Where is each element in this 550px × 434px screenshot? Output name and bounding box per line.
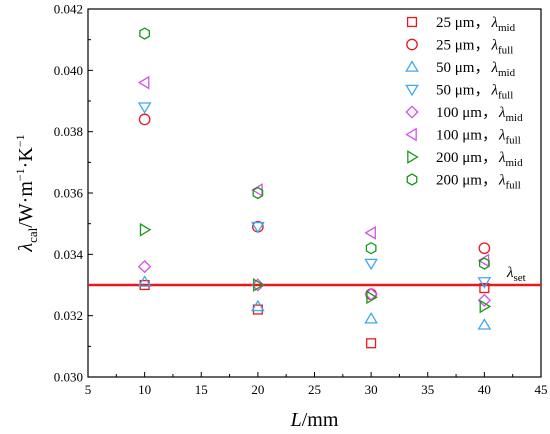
data-point-circle-full — [138, 113, 151, 126]
data-point-triangle-down-full — [251, 221, 265, 234]
legend-label: 200 μm， λmid — [436, 150, 523, 169]
y-tick-label: 0.036 — [54, 186, 84, 201]
x-tick-label: 40 — [478, 382, 491, 397]
data-point-triangle-left-full — [364, 226, 376, 240]
data-point-diamond-mid — [137, 259, 152, 274]
data-point-square-mid — [479, 282, 490, 294]
data-point-triangle-down-full — [364, 258, 378, 271]
data-point-triangle-down-full — [137, 102, 152, 114]
data-point-triangle-right-mid — [253, 278, 265, 292]
data-point-triangle-right-mid — [479, 299, 492, 314]
y-axis-title: λcal/W·m−1·K−1 — [13, 134, 40, 252]
x-tick-label: 15 — [195, 382, 208, 397]
x-tick-label: 30 — [365, 382, 378, 397]
y-axis: 0.030 0.032 0.034 0.036 0.038 0.040 0.042 — [54, 2, 93, 385]
data-point-hexagon-full — [365, 241, 377, 255]
legend-label: 100 μm， λfull — [436, 128, 521, 147]
data-point-diamond-mid — [477, 293, 492, 307]
data-point-triangle-up-mid — [137, 275, 152, 287]
legend: 25 μm， λmid 25 μm， λfull 50 μm， λmid 50 μm， λfu… — [405, 15, 523, 192]
legend-marker-square — [406, 16, 418, 28]
x-tick-label: 20 — [251, 382, 264, 397]
y-tick-label: 0.034 — [54, 247, 84, 262]
legend-marker-diamond — [405, 105, 419, 119]
y-tick-label: 0.040 — [54, 63, 83, 78]
x-axis-title: L/mm — [290, 409, 339, 431]
x-axis: 5 10 15 20 25 30 35 40 45 — [85, 372, 548, 397]
x-tick-label: 25 — [308, 382, 321, 397]
legend-marker-triangle-left — [405, 127, 417, 142]
legend-label: 25 μm， λmid — [436, 15, 516, 34]
legend-label: 50 μm， λmid — [436, 60, 516, 79]
data-point-triangle-right-mid — [366, 290, 378, 305]
data-point-hexagon-full — [252, 186, 264, 200]
legend-marker-triangle-up — [405, 60, 419, 72]
x-tick-label: 35 — [421, 382, 434, 397]
legend-marker-triangle-right — [407, 150, 419, 164]
x-tick-label: 45 — [535, 382, 548, 397]
data-point-hexagon-full — [478, 257, 490, 270]
data-point-hexagon-full — [139, 27, 151, 40]
legend-marker-circle — [406, 38, 418, 51]
data-points — [137, 27, 492, 349]
y-tick-label: 0.032 — [54, 308, 83, 323]
legend-marker-triangle-down — [405, 84, 419, 97]
reference-line: λset — [88, 265, 541, 287]
reference-line-label: λset — [506, 265, 526, 284]
data-point-triangle-up-mid — [477, 318, 492, 330]
data-point-triangle-right-mid — [139, 222, 152, 237]
data-point-square-mid — [366, 338, 377, 349]
data-point-triangle-down-full — [477, 277, 492, 289]
data-point-circle-full — [478, 242, 491, 255]
legend-marker-hexagon — [406, 173, 418, 186]
data-point-triangle-up-mid — [364, 312, 378, 324]
x-tick-label: 5 — [85, 382, 92, 397]
legend-label: 100 μm， λmid — [436, 105, 523, 124]
y-tick-label: 0.030 — [54, 370, 83, 385]
x-tick-label: 10 — [138, 382, 151, 397]
y-tick-label: 0.042 — [54, 2, 83, 17]
legend-label: 25 μm， λfull — [436, 38, 513, 57]
data-point-triangle-up-mid — [251, 299, 265, 312]
data-point-triangle-left-full — [137, 75, 150, 90]
legend-label: 200 μm， λfull — [436, 173, 521, 192]
y-tick-label: 0.038 — [54, 124, 83, 139]
legend-label: 50 μm， λfull — [436, 83, 513, 102]
